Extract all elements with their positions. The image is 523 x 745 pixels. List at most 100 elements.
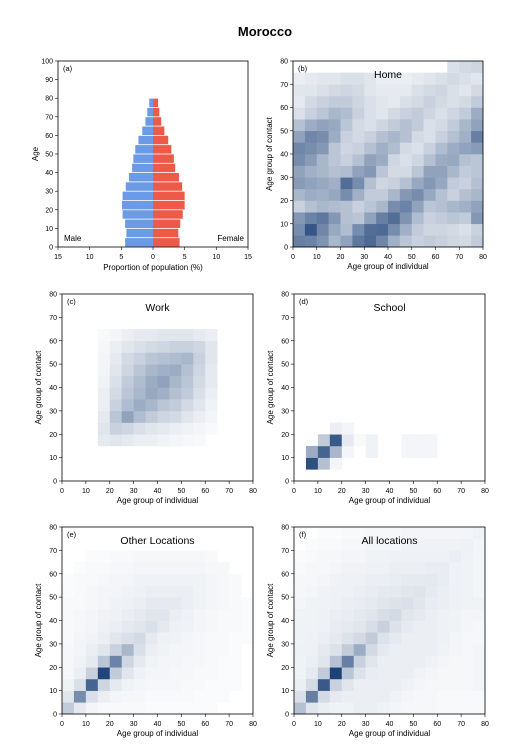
heatmap-cell bbox=[423, 165, 436, 178]
heatmap-cell bbox=[425, 573, 438, 586]
heatmap-cell bbox=[365, 527, 378, 539]
heatmap-cell bbox=[328, 177, 341, 190]
heatmap-cell bbox=[328, 142, 341, 155]
heatmap-cell bbox=[157, 608, 170, 621]
heatmap-cell bbox=[229, 597, 242, 610]
x-tick-label: 0 bbox=[151, 254, 155, 261]
heatmap-cell bbox=[377, 678, 390, 691]
heatmap-cell bbox=[145, 410, 158, 423]
heatmap-cell bbox=[341, 632, 354, 645]
y-tick-label: 60 bbox=[280, 105, 288, 112]
y-tick-label: 40 bbox=[281, 618, 289, 625]
panel-d: 00 10 10 20 20 30 30 40 40 50 50 60 60 70 70 80 80 (d) Sch… bbox=[266, 292, 489, 506]
y-tick-label: 20 bbox=[45, 207, 53, 214]
heatmap-cell bbox=[389, 632, 402, 645]
heatmap-cell bbox=[109, 387, 122, 400]
heatmap-cell bbox=[389, 527, 402, 539]
male-bar bbox=[132, 163, 153, 173]
heatmap-cell bbox=[145, 399, 158, 412]
heatmap-cell bbox=[317, 585, 331, 598]
heatmap-cell bbox=[389, 702, 402, 715]
heatmap-cell bbox=[365, 573, 378, 586]
heatmap-cell bbox=[304, 188, 318, 201]
heatmap-cell bbox=[328, 165, 341, 178]
heatmap-cell bbox=[317, 643, 331, 656]
heatmap-cell bbox=[217, 667, 230, 680]
y-tick-label: 50 bbox=[280, 128, 288, 135]
heatmap-cell bbox=[365, 538, 378, 551]
heatmap-cell bbox=[435, 107, 448, 120]
heatmap-cell bbox=[293, 235, 306, 248]
heatmap-cell bbox=[294, 573, 307, 586]
heatmap-cell bbox=[364, 177, 377, 190]
heatmap-cell bbox=[353, 655, 366, 668]
heatmap-cell bbox=[109, 620, 122, 633]
heatmap-cell bbox=[340, 142, 353, 155]
x-tick-label: 50 bbox=[409, 488, 417, 495]
heatmap-cell bbox=[294, 702, 307, 715]
heatmap-cell bbox=[181, 422, 194, 435]
heatmap-cell bbox=[205, 655, 218, 668]
heatmap-cell bbox=[340, 177, 353, 190]
heatmap-cell bbox=[377, 573, 390, 586]
heatmap-cell bbox=[133, 352, 146, 365]
heatmap-cell bbox=[364, 142, 377, 155]
heatmap-cell bbox=[169, 632, 182, 645]
heatmap-cell bbox=[169, 667, 182, 680]
heatmap-cell bbox=[109, 329, 122, 342]
heatmap-cell bbox=[459, 95, 472, 108]
heatmap-cell bbox=[304, 165, 318, 178]
heatmap-cell bbox=[473, 632, 486, 645]
heatmap-cell bbox=[435, 177, 448, 190]
y-tick-label: 0 bbox=[285, 479, 289, 486]
heatmap-cell bbox=[435, 119, 448, 132]
heatmap-cell bbox=[341, 620, 354, 633]
heatmap-cell bbox=[473, 690, 486, 703]
y-tick-label: 70 bbox=[281, 315, 289, 322]
heatmap-cell bbox=[316, 119, 329, 132]
heatmap-cell bbox=[459, 165, 472, 178]
heatmap-cell bbox=[437, 527, 450, 539]
heatmap-cell bbox=[411, 119, 424, 132]
heatmap-cell bbox=[157, 399, 170, 412]
heatmap-cell bbox=[425, 445, 438, 458]
x-tick-label: 20 bbox=[106, 721, 114, 728]
heatmap-cell bbox=[449, 690, 462, 703]
heatmap-cell bbox=[471, 119, 484, 132]
heatmap-cell bbox=[473, 620, 486, 633]
heatmap-cell bbox=[109, 352, 122, 365]
heatmap-cell bbox=[399, 200, 413, 213]
heatmap-cell bbox=[62, 620, 75, 633]
heatmap-cell bbox=[145, 620, 158, 633]
heatmap-cell bbox=[328, 223, 341, 236]
x-tick-label: 30 bbox=[130, 488, 138, 495]
heatmap-cell bbox=[294, 690, 307, 703]
heatmap-cell bbox=[169, 329, 182, 342]
heatmap-cell bbox=[399, 165, 413, 178]
heatmap-cell bbox=[193, 375, 206, 388]
heatmap-cell bbox=[376, 188, 389, 201]
heatmap-cell bbox=[459, 130, 472, 143]
heatmap-cell bbox=[145, 667, 158, 680]
heatmap-cell bbox=[389, 597, 402, 610]
heatmap-cell bbox=[181, 364, 194, 377]
heatmap-cell bbox=[413, 445, 426, 458]
heatmap-cell bbox=[316, 142, 329, 155]
heatmap-cell bbox=[399, 142, 413, 155]
heatmap-cell bbox=[447, 119, 460, 132]
heatmap-cell bbox=[352, 188, 365, 201]
x-tick-label: 50 bbox=[177, 721, 185, 728]
heatmap-cell bbox=[121, 667, 134, 680]
heatmap-cell bbox=[205, 597, 218, 610]
y-tick-label: 20 bbox=[281, 665, 289, 672]
heatmap-cell bbox=[181, 632, 194, 645]
heatmap-cell bbox=[459, 223, 472, 236]
heatmap-cell bbox=[352, 200, 365, 213]
heatmap-cell bbox=[411, 84, 424, 97]
heatmap-cell bbox=[157, 597, 170, 610]
heatmap-cell bbox=[376, 72, 389, 85]
heatmap-cell bbox=[181, 434, 194, 447]
heatmap-cell bbox=[365, 643, 378, 656]
panel-tag: (c) bbox=[67, 297, 76, 306]
